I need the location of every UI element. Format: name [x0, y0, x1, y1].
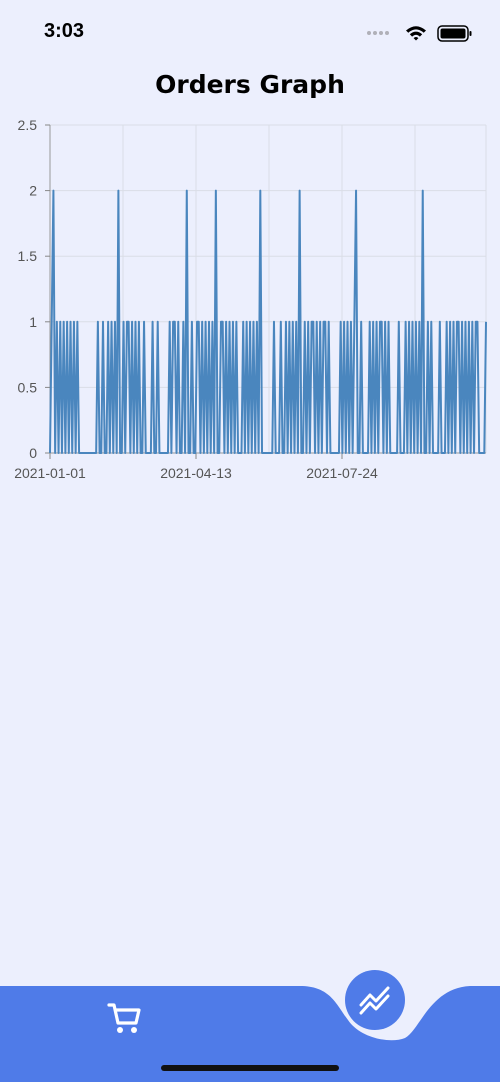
signal-dots-icon	[367, 31, 389, 35]
status-bar: 3:03	[0, 0, 500, 60]
page-title: Orders Graph	[155, 70, 345, 99]
y-tick-label: 1	[29, 314, 37, 330]
home-indicator	[161, 1065, 339, 1071]
trending-graph-icon	[359, 986, 390, 1015]
tab-orders-graph-button[interactable]	[345, 970, 405, 1030]
wifi-icon	[406, 26, 426, 41]
x-axis-ticks: 2021-01-01 2021-04-13 2021-07-24	[14, 453, 378, 481]
x-tick-label: 2021-01-01	[14, 465, 86, 481]
x-tick-label: 2021-07-24	[306, 465, 378, 481]
y-axis-ticks: 0 0.5 1 1.5 2 2.5	[18, 117, 50, 461]
y-tick-label: 0	[29, 445, 37, 461]
y-tick-label: 2.5	[18, 117, 38, 133]
status-icons	[367, 25, 472, 42]
tab-cart-button[interactable]	[104, 998, 144, 1038]
y-tick-label: 2	[29, 183, 37, 199]
battery-icon	[437, 25, 472, 42]
y-tick-label: 0.5	[18, 379, 38, 395]
status-time: 3:03	[44, 20, 85, 42]
orders-line-chart: 0 0.5 1 1.5 2 2.5 2021-01-01 2021-04-13 2021-07…	[14, 117, 487, 481]
x-tick-label: 2021-04-13	[160, 465, 232, 481]
orders-series-line	[49, 189, 487, 454]
cart-icon	[107, 1003, 141, 1033]
y-tick-label: 1.5	[18, 248, 38, 264]
